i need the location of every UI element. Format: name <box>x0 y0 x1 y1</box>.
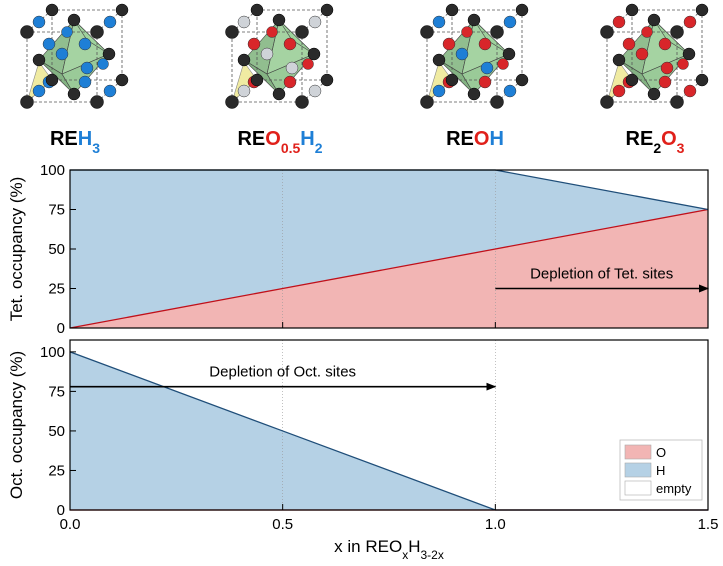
text-part: O <box>474 128 490 150</box>
crystal-structure <box>225 3 334 109</box>
y-tick-label: 25 <box>48 462 65 479</box>
text-part: 2 <box>315 140 323 156</box>
text-part: 3-2x <box>420 548 443 561</box>
area <box>70 351 708 510</box>
y-tick-label: 100 <box>40 344 65 361</box>
text-part: x <box>402 548 408 561</box>
area <box>70 351 708 510</box>
x-tick-label: 1.5 <box>698 516 719 533</box>
text-part: O <box>661 128 677 150</box>
text-part: H <box>408 537 420 556</box>
area <box>70 170 708 210</box>
legend-label: H <box>656 463 665 478</box>
formula-label: REOH <box>446 128 504 150</box>
y-tick-label: 0 <box>57 320 65 337</box>
annotation-text: Depletion of Tet. sites <box>530 266 673 283</box>
x-tick-label: 1.0 <box>485 516 506 533</box>
text-part: H <box>78 128 92 150</box>
y-tick-label: 50 <box>48 241 65 258</box>
x-tick-label: 0.0 <box>60 516 81 533</box>
text-part: 3 <box>92 140 100 156</box>
annotation-text: Depletion of Oct. sites <box>209 364 356 381</box>
line <box>69 208 709 329</box>
y-tick-label: 0 <box>57 502 65 519</box>
y-tick-label: 25 <box>48 281 65 298</box>
y-tick-label: 100 <box>40 162 65 179</box>
text-part: 3 <box>677 140 685 156</box>
formula-label: REO0.5H2 <box>237 128 322 156</box>
crystal-structure <box>420 3 529 109</box>
text-part: H <box>300 128 314 150</box>
y-tick-label: 50 <box>48 423 65 440</box>
legend-swatch <box>624 480 652 496</box>
area <box>70 170 708 328</box>
text-part: RE <box>50 128 78 150</box>
legend-label: empty <box>656 481 692 496</box>
text-part: x in REO <box>334 537 402 556</box>
text-part: RE <box>237 128 265 150</box>
crystal-structure <box>20 3 129 109</box>
y-axis-label: Tet. occupancy (%) <box>7 177 26 322</box>
x-tick-label: 0.5 <box>272 516 293 533</box>
y-tick-label: 75 <box>48 383 65 400</box>
text-part: O <box>265 128 281 150</box>
x-axis-label: x in REOxH3-2x <box>334 537 444 561</box>
text-part: 0.5 <box>281 140 301 156</box>
text-part: H <box>489 128 503 150</box>
legend-swatch <box>624 444 652 460</box>
y-axis-label: Oct. occupancy (%) <box>7 351 26 499</box>
text-part: RE <box>626 128 654 150</box>
crystal-structure <box>600 3 709 109</box>
legend-swatch <box>624 462 652 478</box>
text-part: RE <box>446 128 474 150</box>
legend-label: O <box>656 445 666 460</box>
formula-label: REH3 <box>50 128 100 156</box>
text-part: 2 <box>653 140 661 156</box>
y-tick-label: 75 <box>48 202 65 219</box>
plot-frame <box>69 339 709 511</box>
formula-label: RE2O3 <box>626 128 685 156</box>
